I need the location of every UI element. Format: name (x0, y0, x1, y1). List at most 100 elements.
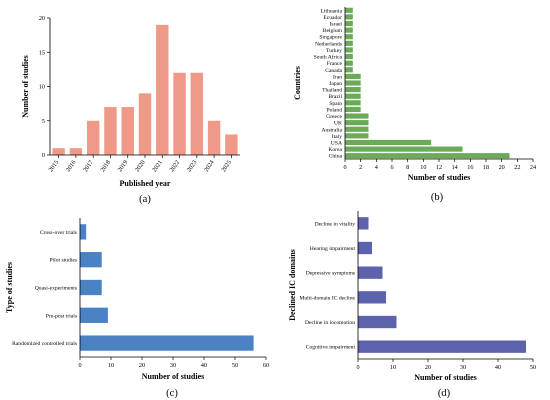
panel-label: (a) (139, 194, 151, 205)
category-label: Iran (333, 74, 342, 80)
bar-spain (345, 100, 361, 106)
category-label: Decline in vitality (315, 221, 356, 227)
category-label: Brazil (328, 94, 342, 100)
category-label: Ecuador (323, 15, 342, 21)
x-tick-label: 22 (514, 164, 520, 171)
y-tick-label: 10 (39, 84, 45, 91)
bar-pilot-studies (80, 252, 102, 268)
x-tick-label: 2016 (65, 159, 78, 173)
bar-usa (345, 139, 432, 146)
panel-label: (c) (166, 388, 178, 399)
bar-year-2018 (104, 107, 117, 155)
x-tick-label: 16 (467, 164, 473, 171)
x-tick-label: 6 (390, 164, 393, 171)
x-tick-label: 2021 (151, 159, 164, 173)
bar-turkey (345, 47, 353, 53)
x-tick-label: 2015 (47, 159, 60, 173)
bar-decline-in-locomotion (358, 315, 397, 329)
panel-label: (b) (431, 192, 444, 203)
category-label: South Africa (314, 54, 343, 61)
x-tick-label: 50 (232, 362, 238, 369)
bar-pre-post-trials (80, 307, 108, 323)
category-label: Depressive symptoms (306, 271, 355, 277)
x-tick-label: 2025 (220, 159, 233, 173)
bar-year-2021 (156, 24, 169, 155)
category-label: Pilot studies (49, 258, 77, 264)
category-label: Spain (329, 101, 342, 107)
category-label: UK (334, 121, 342, 127)
category-label: Hearing impairment (310, 246, 356, 252)
panel-c-study-type-chart: Cross-over trials Pilot studies Quasi-expe… (5, 218, 269, 399)
bar-france (345, 60, 353, 66)
bar-cognitive-impairment (358, 340, 526, 353)
category-label: Thailand (322, 88, 342, 94)
category-label: Greece (326, 114, 342, 120)
bar-poland (345, 106, 361, 113)
x-tick-label: 2024 (203, 159, 216, 173)
bar-korea (345, 146, 463, 152)
category-label: Turkey (326, 48, 342, 54)
x-tick-label: 0 (78, 362, 81, 369)
category-label: Japan (329, 81, 342, 87)
bar-year-2022 (173, 72, 186, 155)
x-tick-label: 2023 (186, 159, 199, 173)
category-label: Multi-domain IC decline (299, 295, 355, 301)
x-axis-title: Published year (120, 179, 171, 188)
category-label: Cognitive impairment (306, 345, 356, 351)
panel-d-ic-domains-chart: Decline in vitality Hearing impairment Dep… (288, 211, 536, 399)
x-tick-label: 40 (495, 364, 501, 371)
x-tick-label: 2020 (134, 159, 147, 173)
x-tick-label: 30 (170, 362, 176, 369)
category-label: USA (331, 140, 342, 146)
x-tick-label: 10 (390, 364, 396, 371)
x-tick-label: 60 (263, 362, 269, 369)
bar-china (345, 153, 510, 159)
category-label: Quasi-experiments (35, 286, 77, 292)
x-tick-label: 10 (108, 362, 114, 369)
y-tick-label: 20 (39, 15, 45, 22)
bar-brazil (345, 93, 361, 99)
bar-south-africa (345, 53, 353, 60)
x-tick-label: 0 (356, 364, 359, 371)
x-tick-label: 2018 (99, 159, 112, 173)
bar-year-2023 (190, 72, 204, 155)
bar-thailand (345, 87, 361, 93)
x-tick-label: 14 (452, 164, 458, 171)
bar-year-2017 (86, 120, 100, 155)
bar-italy (345, 133, 369, 139)
x-tick-label: 0 (343, 164, 346, 171)
bar-year-2025 (225, 134, 238, 155)
bar-israel (345, 20, 353, 27)
bar-year-2020 (138, 93, 152, 155)
x-axis-title: Number of studies (142, 372, 205, 381)
category-label: Cross-over trials (40, 230, 77, 236)
category-label: Lithuania (321, 8, 343, 14)
y-axis-title: Type of studies (5, 262, 14, 313)
category-label: Italy (332, 134, 342, 140)
bar-lithuania (345, 7, 353, 13)
category-label: Pre-post trials (46, 313, 77, 319)
panel-a-published-year-chart: 0 5 10 15 20 2015 2016 2017 2018 2019 2020 2021 2022… (21, 15, 240, 205)
bar-greece (345, 113, 369, 119)
x-tick-label: 20 (139, 362, 145, 369)
bar-hearing-impairment (358, 241, 372, 255)
bar-year-2016 (69, 148, 83, 155)
category-label: Netherlands (315, 41, 342, 47)
category-label: Belgium (323, 28, 343, 34)
bar-depressive-symptoms (358, 266, 383, 279)
category-label: Decline in locomotion (305, 320, 355, 326)
category-label: Canada (325, 68, 342, 74)
y-tick-label: 5 (42, 118, 45, 125)
category-label: Poland (326, 107, 342, 113)
category-label: Israel (330, 22, 343, 28)
category-label: Randomized controlled trials (12, 341, 77, 347)
panel-b-countries-chart: LithuaniaEcuadorIsraelBelgiumSingaporeNe… (293, 7, 536, 203)
bar-uk (345, 120, 369, 126)
y-tick-label: 15 (39, 49, 45, 56)
bar-canada (345, 67, 353, 73)
bar-japan (345, 80, 361, 86)
bar-multi-domain-ic-decline (358, 291, 386, 304)
bar-cross-over-trials (80, 224, 87, 240)
bar-iran (345, 73, 361, 79)
